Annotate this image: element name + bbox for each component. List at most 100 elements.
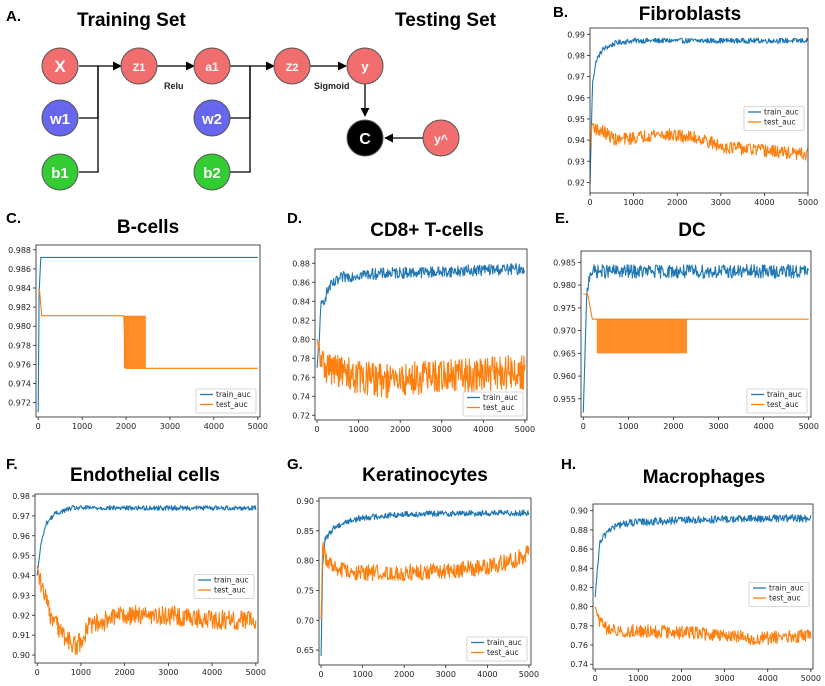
plot-lines bbox=[37, 256, 258, 413]
y-tick-label: 0.960 bbox=[553, 372, 576, 381]
legend-entry: train_auc bbox=[216, 390, 251, 399]
x-tick-label: 3000 bbox=[160, 422, 180, 431]
legend-entry: train_auc bbox=[769, 584, 804, 593]
plot-lines bbox=[320, 509, 530, 657]
node-y-label: y bbox=[361, 59, 369, 74]
edge-b1-z1 bbox=[79, 66, 99, 173]
legend-entry: test_auc bbox=[214, 586, 246, 595]
y-tick-label: 0.94 bbox=[12, 572, 30, 581]
y-tick-label: 0.97 bbox=[12, 512, 30, 521]
chart-panel-2: D. CD8+ T-cells 0 1000 2000 3000 4000 5000 0.72 0… bbox=[287, 210, 535, 434]
plot-frame bbox=[589, 27, 809, 194]
x-tick-label: 2000 bbox=[390, 425, 410, 434]
y-tick-label: 0.94 bbox=[567, 136, 585, 145]
y-tick-label: 0.988 bbox=[8, 246, 31, 255]
series-line-train_auc bbox=[582, 264, 810, 413]
y-tick-label: 0.88 bbox=[570, 526, 588, 535]
y-tick-label: 0.72 bbox=[292, 411, 310, 420]
x-tick-label: 2000 bbox=[667, 198, 687, 207]
y-tick-label: 0.970 bbox=[553, 327, 576, 336]
y-tick-label: 0.96 bbox=[12, 532, 30, 541]
chart-panel-3: E. DC 0 1000 2000 3000 4000 5000 0.955 0.960 0.965… bbox=[553, 210, 819, 431]
x-tick-label: 2000 bbox=[394, 670, 414, 679]
y-tick-label: 0.95 bbox=[567, 115, 585, 124]
x-tick-label: 4000 bbox=[754, 198, 774, 207]
y-tick-label: 0.80 bbox=[570, 603, 588, 612]
x-tick-label: 5000 bbox=[515, 425, 535, 434]
x-tick-label: 3000 bbox=[714, 674, 734, 683]
y-tick-label: 0.980 bbox=[8, 322, 31, 331]
chart-title: Fibroblasts bbox=[639, 4, 741, 25]
y-tick-label: 0.75 bbox=[296, 586, 314, 595]
edge-b2-z2 bbox=[230, 66, 251, 173]
chart-title: Keratinocytes bbox=[362, 465, 488, 486]
legend-entry: test_auc bbox=[216, 400, 248, 409]
panel-label: C. bbox=[6, 210, 21, 227]
series-line-train_auc bbox=[594, 514, 812, 598]
series-line-test_auc bbox=[36, 565, 257, 656]
node-c-label: C bbox=[359, 131, 371, 148]
x-tick-label: 5000 bbox=[246, 668, 266, 677]
node-x-label: X bbox=[54, 57, 66, 76]
series-line-test_auc bbox=[38, 289, 258, 369]
node-a1: a1 bbox=[193, 47, 231, 85]
x-tick-label: 3000 bbox=[432, 425, 452, 434]
x-tick-label: 1000 bbox=[623, 198, 643, 207]
x-tick-label: 5000 bbox=[519, 670, 539, 679]
series-line-train_auc bbox=[320, 509, 530, 657]
chart-title: B-cells bbox=[117, 217, 179, 238]
y-tick-label: 0.86 bbox=[570, 545, 588, 554]
plot-frame bbox=[35, 244, 261, 418]
y-tick-label: 0.92 bbox=[12, 611, 30, 620]
node-b1-label: b1 bbox=[51, 165, 69, 182]
x-tick-label: 1000 bbox=[618, 422, 638, 431]
node-z2-label: Z2 bbox=[286, 62, 299, 74]
series-line-test_auc bbox=[583, 293, 809, 320]
node-z1: Z1 bbox=[120, 47, 158, 85]
y-tick-label: 0.76 bbox=[570, 641, 588, 650]
panel-label: D. bbox=[287, 210, 302, 227]
node-x: X bbox=[41, 47, 79, 85]
diagram-title-training: Training Set bbox=[77, 10, 186, 31]
x-tick-label: 3000 bbox=[711, 198, 731, 207]
y-tick-label: 0.74 bbox=[292, 392, 310, 401]
node-z1-label: Z1 bbox=[133, 62, 146, 74]
plot-lines bbox=[582, 264, 810, 413]
y-tick-label: 0.972 bbox=[8, 399, 31, 408]
diagram-label: A. bbox=[6, 8, 21, 25]
panel-label: F. bbox=[6, 456, 18, 473]
plot-frame bbox=[314, 248, 528, 421]
plot-frame bbox=[318, 497, 532, 666]
panel-label: B. bbox=[553, 4, 568, 21]
y-tick-label: 0.95 bbox=[12, 552, 30, 561]
y-tick-label: 0.82 bbox=[292, 316, 310, 325]
edge-w1-z1 bbox=[79, 66, 99, 119]
node-y: y bbox=[346, 47, 384, 85]
plot-lines bbox=[36, 505, 257, 656]
node-z2: Z2 bbox=[273, 47, 311, 85]
x-tick-label: 4000 bbox=[758, 674, 778, 683]
panel-label: H. bbox=[561, 456, 576, 473]
y-tick-label: 0.986 bbox=[8, 265, 31, 274]
chart-panel-0: B. Fibroblasts 0 1000 2000 3000 4000 5000 0.92 0.… bbox=[553, 4, 818, 207]
x-tick-label: 0 bbox=[36, 422, 41, 431]
x-tick-label: 4000 bbox=[753, 422, 773, 431]
x-tick-label: 4000 bbox=[477, 670, 497, 679]
node-b2: b2 bbox=[193, 153, 231, 191]
plot-frame bbox=[592, 503, 814, 670]
y-tick-label: 0.84 bbox=[570, 564, 588, 573]
plot-lines bbox=[594, 514, 812, 646]
x-tick-label: 5000 bbox=[798, 198, 818, 207]
y-tick-label: 0.974 bbox=[8, 380, 31, 389]
x-tick-label: 3000 bbox=[436, 670, 456, 679]
node-b2-label: b2 bbox=[203, 165, 221, 182]
y-tick-label: 0.86 bbox=[292, 278, 310, 287]
x-tick-label: 4000 bbox=[473, 425, 493, 434]
x-tick-label: 4000 bbox=[202, 668, 222, 677]
x-tick-label: 4000 bbox=[204, 422, 224, 431]
series-line-train_auc bbox=[36, 505, 257, 576]
chart-title: DC bbox=[678, 220, 706, 241]
